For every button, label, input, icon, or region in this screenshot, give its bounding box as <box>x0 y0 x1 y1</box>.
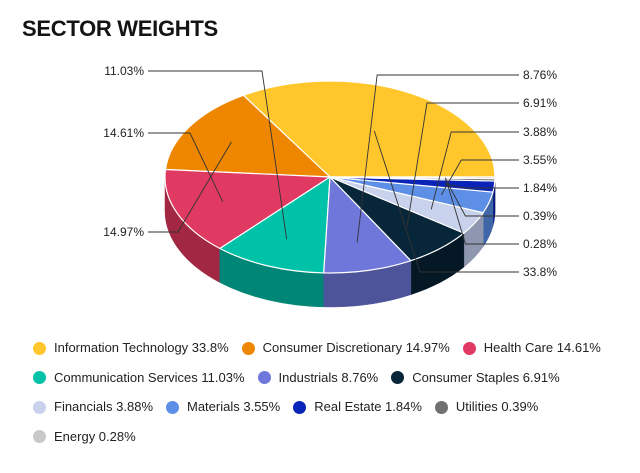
legend-marker <box>33 430 46 443</box>
legend-label: Financials 3.88% <box>54 399 153 414</box>
leader-line-consumer-discretionary <box>148 141 232 233</box>
legend-label: Health Care 14.61% <box>483 340 601 355</box>
data-label-information-technology: 33.8% <box>523 265 557 279</box>
legend-marker <box>241 341 255 355</box>
legend-row: Financials 3.88% Materials 3.55% Real Es… <box>33 399 633 415</box>
pie-slice-communication-services <box>219 176 331 274</box>
data-label-consumer-discretionary: 14.97% <box>103 225 144 239</box>
pie-chart: 8.76% 6.91% 3.88% 3.55% 1.84% 0.39% 0.28% 33.8%… <box>103 64 557 308</box>
chart-title: SECTOR WEIGHTS <box>22 16 218 41</box>
data-label-energy: 0.28% <box>523 237 557 251</box>
legend-row: Energy 0.28% <box>33 429 633 445</box>
leader-line-real-estate <box>444 183 519 189</box>
legend-marker <box>33 400 46 414</box>
legend-item-consumer-discretionary[interactable]: Consumer Discretionary 14.97% <box>241 340 450 356</box>
legend-label: Information Technology 33.8% <box>54 340 229 355</box>
pie-tops <box>164 80 496 274</box>
legend-item-financials[interactable]: Financials 3.88% <box>33 399 153 415</box>
legend-item-communication-services[interactable]: Communication Services 11.03% <box>33 370 245 386</box>
legend-item-consumer-staples[interactable]: Consumer Staples 6.91% <box>391 369 560 386</box>
chart-legend: Information Technology 33.8% Consumer Di… <box>33 340 633 458</box>
legend-item-utilities[interactable]: Utilities 0.39% <box>434 399 539 415</box>
legend-row: Information Technology 33.8% Consumer Di… <box>33 340 633 356</box>
legend-item-materials[interactable]: Materials 3.55% <box>166 399 280 415</box>
legend-label: Utilities 0.39% <box>455 399 539 414</box>
legend-marker <box>293 400 307 414</box>
data-label-health-care: 14.61% <box>103 126 144 140</box>
legend-row: Communication Services 11.03% Industrial… <box>33 370 633 386</box>
legend-marker <box>391 371 405 384</box>
pie-slice-consumer-discretionary <box>164 94 331 178</box>
pie-slice-industrials <box>323 176 412 274</box>
legend-label: Materials 3.55% <box>187 399 281 414</box>
pie-slice-health-care <box>164 168 331 250</box>
leader-line-communication-services <box>148 70 288 240</box>
leader-line-financials <box>430 131 519 210</box>
legend-item-real-estate[interactable]: Real Estate 1.84% <box>293 399 422 415</box>
legend-item-health-care[interactable]: Health Care 14.61% <box>462 340 601 356</box>
legend-item-information-technology[interactable]: Information Technology 33.8% <box>33 340 229 356</box>
legend-marker <box>462 341 476 355</box>
data-label-consumer-staples: 6.91% <box>523 96 557 110</box>
data-label-communication-services: 11.03% <box>104 64 144 78</box>
data-label-utilities: 0.39% <box>523 209 557 223</box>
leader-line-information-technology <box>373 130 519 273</box>
pie-slice-energy <box>329 176 496 180</box>
legend-marker <box>166 400 179 414</box>
legend-label: Industrials 8.76% <box>278 369 379 385</box>
legend-label: Communication Services 11.03% <box>54 369 245 385</box>
legend-marker <box>434 400 448 414</box>
leader-line-consumer-staples <box>406 102 519 228</box>
legend-item-industrials[interactable]: Industrials 8.76% <box>257 369 379 386</box>
legend-label: Energy 0.28% <box>54 428 136 444</box>
legend-label: Consumer Staples 6.91% <box>412 369 560 385</box>
leader-line-energy <box>445 177 519 245</box>
leader-line-industrials <box>356 74 519 243</box>
pie-slice-information-technology <box>242 80 496 178</box>
data-labels: 8.76% 6.91% 3.88% 3.55% 1.84% 0.39% 0.28% 33.8%… <box>103 64 557 279</box>
legend-label: Real Estate 1.84% <box>314 399 422 414</box>
leader-line-health-care <box>148 132 224 203</box>
data-label-financials: 3.88% <box>523 125 557 139</box>
legend-marker <box>33 371 46 384</box>
legend-item-energy[interactable]: Energy 0.28% <box>33 429 136 445</box>
legend-marker <box>257 371 271 384</box>
data-label-materials: 3.55% <box>523 153 557 167</box>
legend-marker <box>33 341 46 355</box>
legend-label: Consumer Discretionary 14.97% <box>262 340 450 355</box>
leader-line-utilities <box>445 178 519 217</box>
data-label-industrials: 8.76% <box>523 68 557 82</box>
data-label-real-estate: 1.84% <box>523 181 557 195</box>
